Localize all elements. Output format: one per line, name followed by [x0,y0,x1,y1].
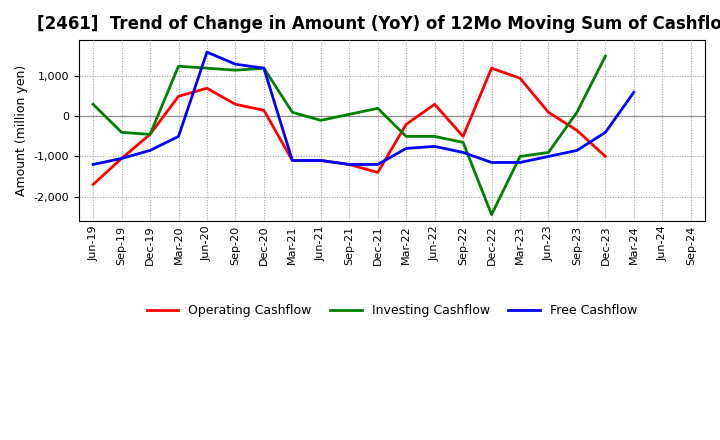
Investing Cashflow [487,212,496,217]
Operating Cashflow [459,134,467,139]
Free Cashflow [459,150,467,155]
Free Cashflow [374,162,382,167]
Investing Cashflow [374,106,382,111]
Free Cashflow [145,148,154,153]
Investing Cashflow [117,130,126,135]
Free Cashflow [174,134,183,139]
Operating Cashflow [260,108,269,113]
Operating Cashflow [145,132,154,137]
Operating Cashflow [231,102,240,107]
Operating Cashflow [516,76,524,81]
Operating Cashflow [544,110,553,115]
Operating Cashflow [174,94,183,99]
Investing Cashflow [572,110,581,115]
Operating Cashflow [288,158,297,163]
Investing Cashflow [544,150,553,155]
Legend: Operating Cashflow, Investing Cashflow, Free Cashflow: Operating Cashflow, Investing Cashflow, … [142,299,642,322]
Y-axis label: Amount (million yen): Amount (million yen) [15,65,28,196]
Investing Cashflow [260,66,269,71]
Free Cashflow [345,162,354,167]
Operating Cashflow [117,156,126,161]
Free Cashflow [601,130,610,135]
Operating Cashflow [402,122,410,127]
Investing Cashflow [288,110,297,115]
Free Cashflow [231,62,240,67]
Free Cashflow [317,158,325,163]
Free Cashflow [89,162,97,167]
Investing Cashflow [459,140,467,145]
Operating Cashflow [374,170,382,175]
Line: Operating Cashflow: Operating Cashflow [93,68,606,184]
Investing Cashflow [89,102,97,107]
Investing Cashflow [317,118,325,123]
Free Cashflow [402,146,410,151]
Operating Cashflow [487,66,496,71]
Line: Investing Cashflow: Investing Cashflow [93,56,606,215]
Title: [2461]  Trend of Change in Amount (YoY) of 12Mo Moving Sum of Cashflows: [2461] Trend of Change in Amount (YoY) o… [37,15,720,33]
Operating Cashflow [345,162,354,167]
Operating Cashflow [572,128,581,133]
Free Cashflow [629,90,638,95]
Free Cashflow [260,66,269,71]
Investing Cashflow [431,134,439,139]
Line: Free Cashflow: Free Cashflow [93,52,634,165]
Investing Cashflow [202,66,211,71]
Investing Cashflow [145,132,154,137]
Free Cashflow [487,160,496,165]
Investing Cashflow [516,154,524,159]
Free Cashflow [117,156,126,161]
Free Cashflow [544,154,553,159]
Operating Cashflow [202,86,211,91]
Free Cashflow [202,50,211,55]
Operating Cashflow [89,182,97,187]
Operating Cashflow [431,102,439,107]
Free Cashflow [288,158,297,163]
Investing Cashflow [174,63,183,69]
Investing Cashflow [345,112,354,117]
Investing Cashflow [231,68,240,73]
Free Cashflow [431,144,439,149]
Free Cashflow [572,148,581,153]
Operating Cashflow [317,158,325,163]
Free Cashflow [516,160,524,165]
Investing Cashflow [402,134,410,139]
Investing Cashflow [601,54,610,59]
Operating Cashflow [601,154,610,159]
